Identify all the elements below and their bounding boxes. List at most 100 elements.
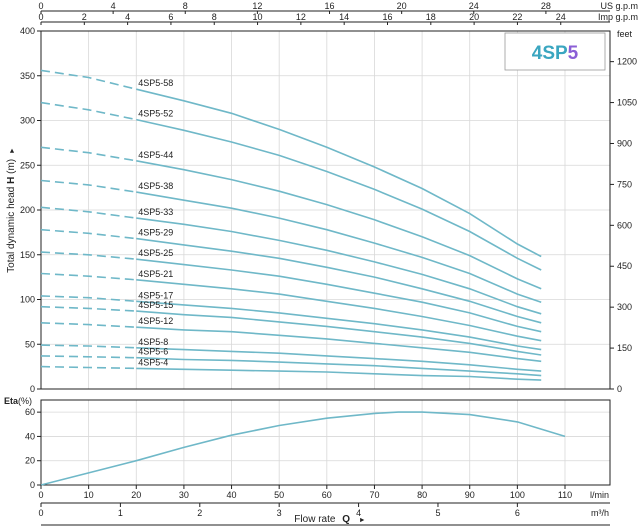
curve-dashed-segment bbox=[40, 228, 137, 240]
curve-label: 4SP5-25 bbox=[138, 248, 173, 258]
curve-label: 4SP5-33 bbox=[138, 207, 173, 217]
lmin-tick-label: 70 bbox=[369, 490, 379, 500]
eta-y-tick-label: 60 bbox=[25, 407, 35, 417]
feet-tick-label: 750 bbox=[617, 179, 632, 189]
lmin-unit-label: l/min bbox=[590, 490, 609, 500]
head-y-tick-label: 200 bbox=[20, 205, 35, 215]
head-axis-label-symbol: H bbox=[6, 177, 17, 184]
lmin-tick-label: 10 bbox=[84, 490, 94, 500]
curve-solid-segment bbox=[136, 88, 542, 258]
curve-dashed-segment bbox=[40, 365, 137, 370]
top-axis-unit-label: Imp g.p.m bbox=[598, 12, 638, 22]
lmin-tick-label: 20 bbox=[131, 490, 141, 500]
curve-solid-segment bbox=[136, 347, 542, 372]
m3h-tick-label: 5 bbox=[435, 508, 440, 518]
curve-dashed-segment bbox=[40, 101, 137, 121]
top-axis-tick-label: 20 bbox=[397, 1, 407, 11]
head-y-tick-label: 50 bbox=[25, 339, 35, 349]
top-axis-tick-label: 10 bbox=[253, 12, 263, 22]
head-y-tick-label: 400 bbox=[20, 26, 35, 36]
head-y-tick-label: 300 bbox=[20, 116, 35, 126]
curve-dashed-segment bbox=[40, 179, 137, 193]
head-axis-label-text: Total dynamic head bbox=[6, 187, 17, 273]
head-axis-arrow-icon: ► bbox=[9, 147, 16, 154]
curve-label: 4SP5-58 bbox=[138, 78, 173, 88]
top-axis-tick-label: 0 bbox=[38, 1, 43, 11]
curve-dashed-segment bbox=[40, 322, 137, 328]
feet-tick-label: 900 bbox=[617, 138, 632, 148]
head-y-tick-label: 100 bbox=[20, 295, 35, 305]
eta-plot-frame bbox=[40, 399, 611, 486]
m3h-tick-label: 3 bbox=[277, 508, 282, 518]
top-axis-tick-label: 20 bbox=[469, 12, 479, 22]
top-axis-tick-label: 2 bbox=[82, 12, 87, 22]
feet-tick-label: 1200 bbox=[617, 57, 637, 67]
bottom-axes: 0 1 2 3 4 5 6 m³/h bbox=[38, 502, 610, 526]
head-y-tick-label: 0 bbox=[30, 384, 35, 394]
flow-rate-arrow-icon: ► bbox=[359, 517, 366, 524]
m3h-tick-label: 2 bbox=[197, 508, 202, 518]
top-axis-tick-label: 8 bbox=[212, 12, 217, 22]
curve-dashed-segment bbox=[40, 272, 137, 281]
curve-label: 4SP5-21 bbox=[138, 269, 173, 279]
top-axis-tick-label: 4 bbox=[125, 12, 130, 22]
curve-solid-segment bbox=[136, 217, 542, 315]
curve-dashed-segment bbox=[40, 146, 137, 162]
curve-label: 4SP5-4 bbox=[138, 357, 168, 367]
top-axis-tick-label: 22 bbox=[512, 12, 522, 22]
curve-label: 4SP5-52 bbox=[138, 109, 173, 119]
m3h-unit-label: m³/h bbox=[591, 508, 609, 518]
curve-label: 4SP5-44 bbox=[138, 150, 173, 160]
top-axis-tick-label: 6 bbox=[168, 12, 173, 22]
top-axis-tick-label: 0 bbox=[38, 12, 43, 22]
model-title-part1: 4SP bbox=[532, 43, 568, 64]
curve-dashed-segment bbox=[40, 355, 137, 359]
curve-solid-segment bbox=[136, 310, 542, 356]
curve-solid-segment bbox=[136, 356, 542, 377]
m3h-tick-label: 6 bbox=[515, 508, 520, 518]
curve-dashed-segment bbox=[40, 251, 137, 260]
eta-axis-label: Eta(%) bbox=[4, 396, 32, 406]
m3h-tick-label: 4 bbox=[356, 508, 361, 518]
lmin-tick-label: 60 bbox=[322, 490, 332, 500]
feet-tick-label: 1050 bbox=[617, 98, 637, 108]
model-title-box bbox=[504, 32, 606, 71]
lmin-tick-label: 80 bbox=[417, 490, 427, 500]
curve-dashed-segment bbox=[40, 305, 137, 312]
curve-label: 4SP5-17 bbox=[138, 290, 173, 300]
head-y-tick-label: 250 bbox=[20, 160, 35, 170]
head-y-tick-label: 350 bbox=[20, 71, 35, 81]
top-axis-tick-label: 24 bbox=[556, 12, 566, 22]
model-title-part2: 5 bbox=[568, 43, 579, 64]
feet-tick-label: 0 bbox=[617, 384, 622, 394]
eta-axis-label-unit: (%) bbox=[18, 396, 32, 406]
curve-solid-segment bbox=[136, 326, 542, 363]
feet-tick-label: 600 bbox=[617, 220, 632, 230]
eta-y-tick-label: 20 bbox=[25, 456, 35, 466]
curve-solid-segment bbox=[136, 118, 542, 271]
lmin-tick-label: 100 bbox=[510, 490, 525, 500]
curve-solid-segment bbox=[136, 237, 542, 324]
head-chart: 0 50 100 150 200 250 300 350 400 0 150 300 450 600 750… bbox=[20, 26, 637, 394]
curve-solid-segment bbox=[136, 300, 542, 351]
lmin-tick-label: 110 bbox=[558, 490, 572, 500]
curve-dashed-segment bbox=[40, 295, 137, 303]
curve-solid-segment bbox=[136, 160, 542, 290]
curve-solid-segment bbox=[136, 279, 542, 342]
curve-label: 4SP5-8 bbox=[138, 337, 168, 347]
top-axis-tick-label: 24 bbox=[469, 1, 479, 11]
feet-axis-label: feet bbox=[617, 29, 633, 39]
feet-tick-label: 300 bbox=[617, 302, 632, 312]
efficiency-curve bbox=[40, 411, 566, 486]
m3h-tick-label: 0 bbox=[38, 508, 43, 518]
curve-label: 4SP5-38 bbox=[138, 181, 173, 191]
flow-rate-label-symbol: Q bbox=[342, 514, 350, 525]
model-title: 4SP5 bbox=[532, 43, 579, 64]
eta-y-tick-label: 0 bbox=[30, 480, 35, 490]
m3h-tick-label: 1 bbox=[118, 508, 123, 518]
top-axis-tick-label: 12 bbox=[252, 1, 262, 11]
eta-axis-label-text: Eta bbox=[4, 396, 19, 406]
lmin-tick-label: 0 bbox=[38, 490, 43, 500]
flow-rate-label-text: Flow rate bbox=[294, 514, 336, 525]
